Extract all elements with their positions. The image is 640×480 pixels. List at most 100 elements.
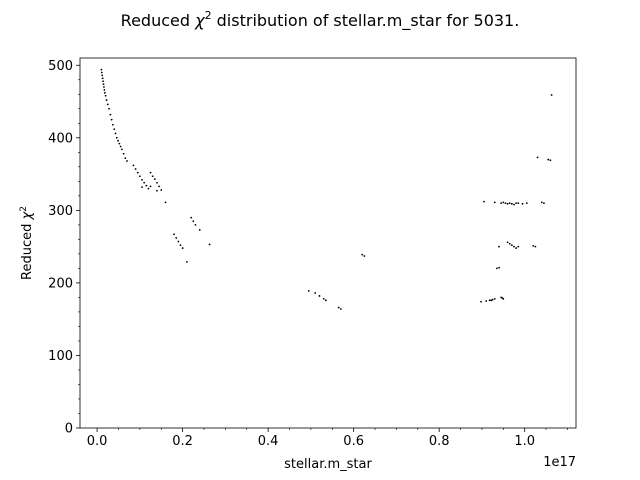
data-point [322,297,325,300]
data-point [513,245,515,248]
data-point [100,68,103,71]
x-tick-label: 0.2 [172,434,193,449]
data-point [158,185,161,188]
data-point [121,148,123,151]
data-point [185,260,188,263]
data-point [105,99,108,101]
data-point [109,113,112,116]
data-point [138,175,141,178]
data-point [337,306,340,309]
data-point [192,220,195,223]
data-point [517,202,520,204]
data-point [515,202,518,204]
x-axis-label: stellar.m_star [284,457,372,472]
data-point [536,156,539,159]
data-point [177,240,180,243]
data-point [175,237,178,239]
data-point [101,74,104,77]
data-point [504,202,507,204]
data-point [108,107,110,110]
data-point [506,241,509,244]
data-point [547,158,550,161]
data-point [179,244,182,247]
data-point [532,245,535,247]
x-tick-label: 0.0 [87,434,108,449]
data-point [493,201,496,204]
data-point [540,201,543,204]
data-point [122,152,125,155]
data-point [510,202,513,205]
y-tick-label: 200 [48,276,73,291]
x-tick-label: 0.8 [429,434,450,449]
data-point [307,289,310,292]
data-point [498,266,500,269]
data-point [208,243,211,246]
y-tick-label: 0 [65,422,73,437]
data-point [106,103,109,106]
data-point [483,200,485,203]
data-point [112,123,114,126]
data-point [102,83,105,86]
data-point [550,94,553,96]
data-point [136,171,139,174]
data-point [363,255,366,257]
data-point [194,223,197,226]
data-point [318,295,321,297]
y-tick-label: 500 [48,59,73,74]
data-point [164,201,167,204]
data-point [104,94,107,97]
data-point [100,71,103,74]
data-point [115,136,118,139]
data-point [525,202,528,204]
data-point [521,202,524,205]
data-point [502,297,505,300]
data-point [143,181,146,184]
data-point [549,159,552,162]
data-point [493,297,496,300]
plot-area [79,57,577,429]
y-tick-label: 300 [48,204,73,219]
data-point [500,202,503,204]
plot-frame [79,57,577,429]
data-point [485,300,488,302]
data-point [114,132,117,135]
y-tick-label: 400 [48,131,73,146]
data-point [495,267,498,270]
x-tick-label: 0.6 [343,434,364,449]
data-point [156,181,158,184]
y-tick-label: 100 [48,349,73,364]
data-point [124,157,127,160]
data-point [508,242,511,245]
x-tick-label: 1.0 [514,434,535,449]
data-point [149,171,152,174]
data-point [510,244,513,247]
data-point [198,229,201,231]
data-point [480,300,482,303]
data-point [147,187,150,190]
data-point [517,245,520,248]
data-point [339,308,342,310]
chart-title: Reduced χ2 distribution of stellar.m_sta… [121,9,520,31]
data-point [141,178,143,181]
data-point [488,299,491,302]
data-point [314,292,317,294]
data-point [361,253,364,256]
data-point [103,89,106,91]
data-point [543,202,545,204]
x-axis: 0.0 0.2 0.4 0.6 0.8 1.0 [87,428,568,449]
data-point [119,145,122,148]
data-point [156,189,158,192]
y-axis: 0 100 200 300 400 500 [48,59,80,437]
data-point [113,128,116,130]
data-point [103,86,105,88]
data-point [491,298,494,301]
data-point [103,91,106,94]
data-points [100,68,553,310]
data-point [145,184,148,187]
data-point [118,142,121,145]
y-axis-label: Reduced χ2 [19,206,35,280]
data-point [498,245,500,248]
data-point [110,118,113,121]
